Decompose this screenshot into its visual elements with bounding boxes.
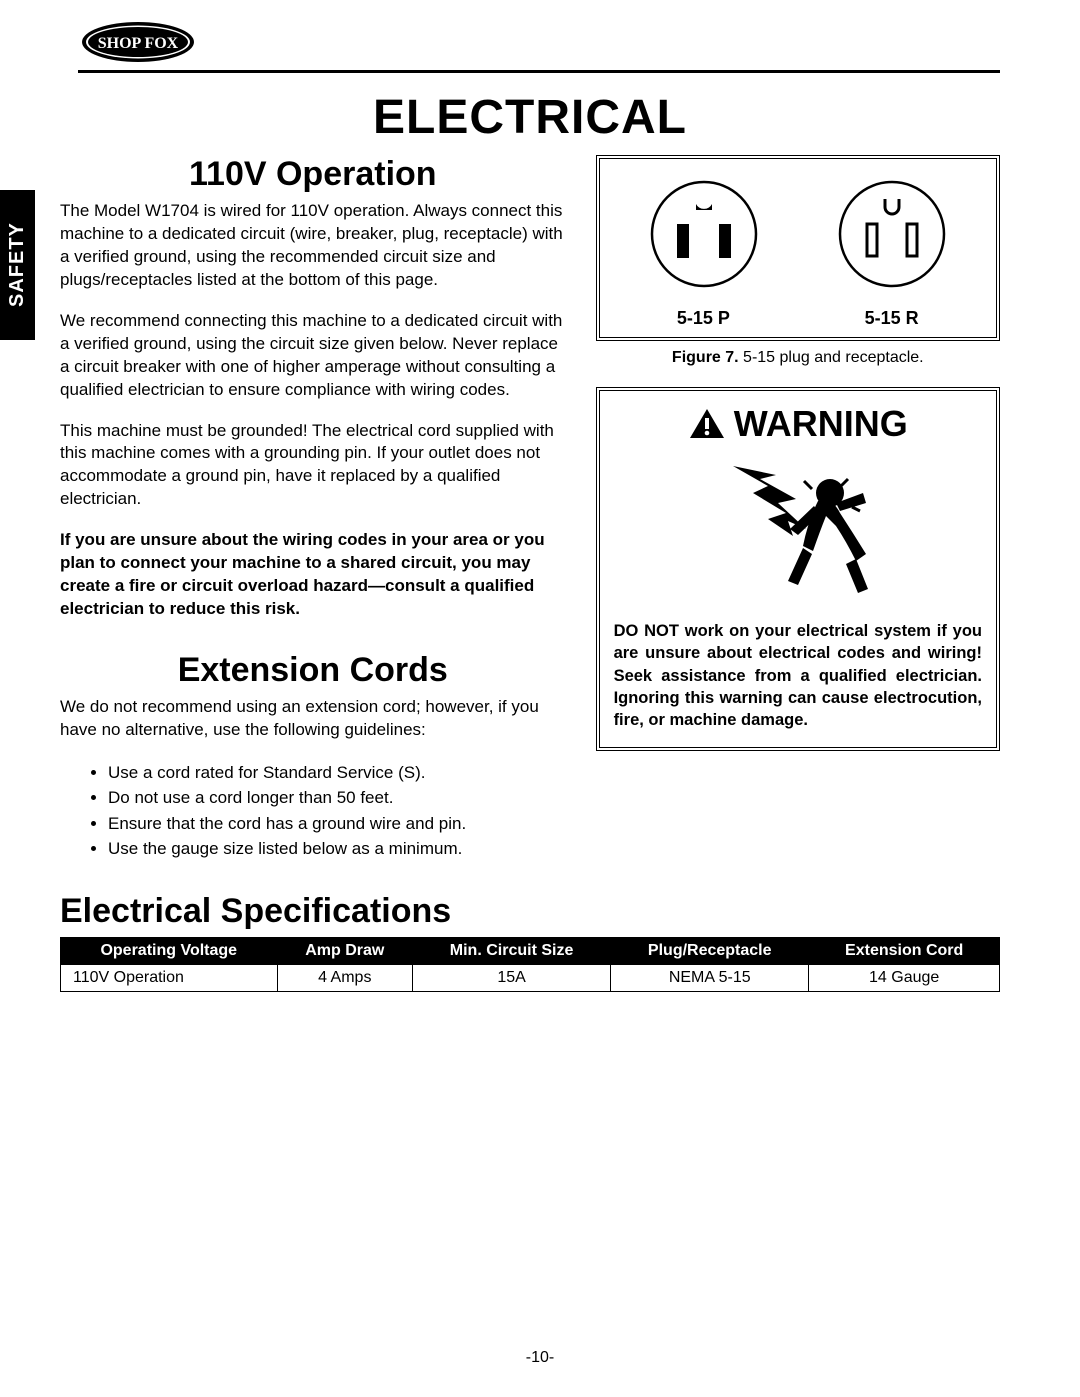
svg-text:SHOP FOX: SHOP FOX [98,35,179,52]
cords-guidelines-list: Use a cord rated for Standard Service (S… [60,760,566,862]
warning-triangle-icon [688,407,726,441]
right-column: 5-15 P 5-15 R Figure 7. 5-15 plug and re… [596,155,1000,862]
section-specs-title: Electrical Specifications [60,892,1000,931]
header-rule [78,70,1000,73]
para-110v-warning: If you are unsure about the wiring codes… [60,529,566,621]
col-amp: Amp Draw [277,937,412,964]
specs-table: Operating Voltage Amp Draw Min. Circuit … [60,937,1000,992]
receptacle-5-15r-icon [827,174,957,294]
figure-7-caption: Figure 7. 5-15 plug and receptacle. [596,349,1000,367]
electrocution-icon [614,451,982,606]
col-voltage: Operating Voltage [61,937,278,964]
section-cords-title: Extension Cords [60,651,566,690]
figure-7-box: 5-15 P 5-15 R [596,155,1000,341]
list-item: Use the gauge size listed below as a min… [108,836,566,862]
para-110v-3: This machine must be grounded! The elect… [60,420,566,512]
para-110v-2: We recommend connecting this machine to … [60,310,566,402]
para-cords-intro: We do not recommend using an extension c… [60,696,566,742]
brand-logo: SHOP FOX [78,18,198,71]
col-circuit: Min. Circuit Size [413,937,611,964]
table-row: 110V Operation 4 Amps 15A NEMA 5-15 14 G… [61,964,1000,991]
page-title: ELECTRICAL [60,90,1000,145]
safety-tab: SAFETY [0,190,35,340]
list-item: Ensure that the cord has a ground wire a… [108,811,566,837]
para-110v-1: The Model W1704 is wired for 110V operat… [60,200,566,292]
list-item: Use a cord rated for Standard Service (S… [108,760,566,786]
left-column: 110V Operation The Model W1704 is wired … [60,155,566,862]
warning-header-text: WARNING [734,403,908,445]
col-cord: Extension Cord [809,937,1000,964]
warning-box: WARNING DO NOT work on your electr [596,387,1000,751]
col-plug: Plug/Receptacle [611,937,809,964]
receptacle-label: 5-15 R [865,308,919,329]
warning-body-text: DO NOT work on your electrical system if… [614,620,982,731]
section-110v-title: 110V Operation [60,155,566,194]
electrical-specs-section: Electrical Specifications Operating Volt… [60,892,1000,992]
page-number: -10- [0,1349,1080,1367]
plug-5-15p-icon [639,174,769,294]
list-item: Do not use a cord longer than 50 feet. [108,785,566,811]
plug-label: 5-15 P [677,308,730,329]
